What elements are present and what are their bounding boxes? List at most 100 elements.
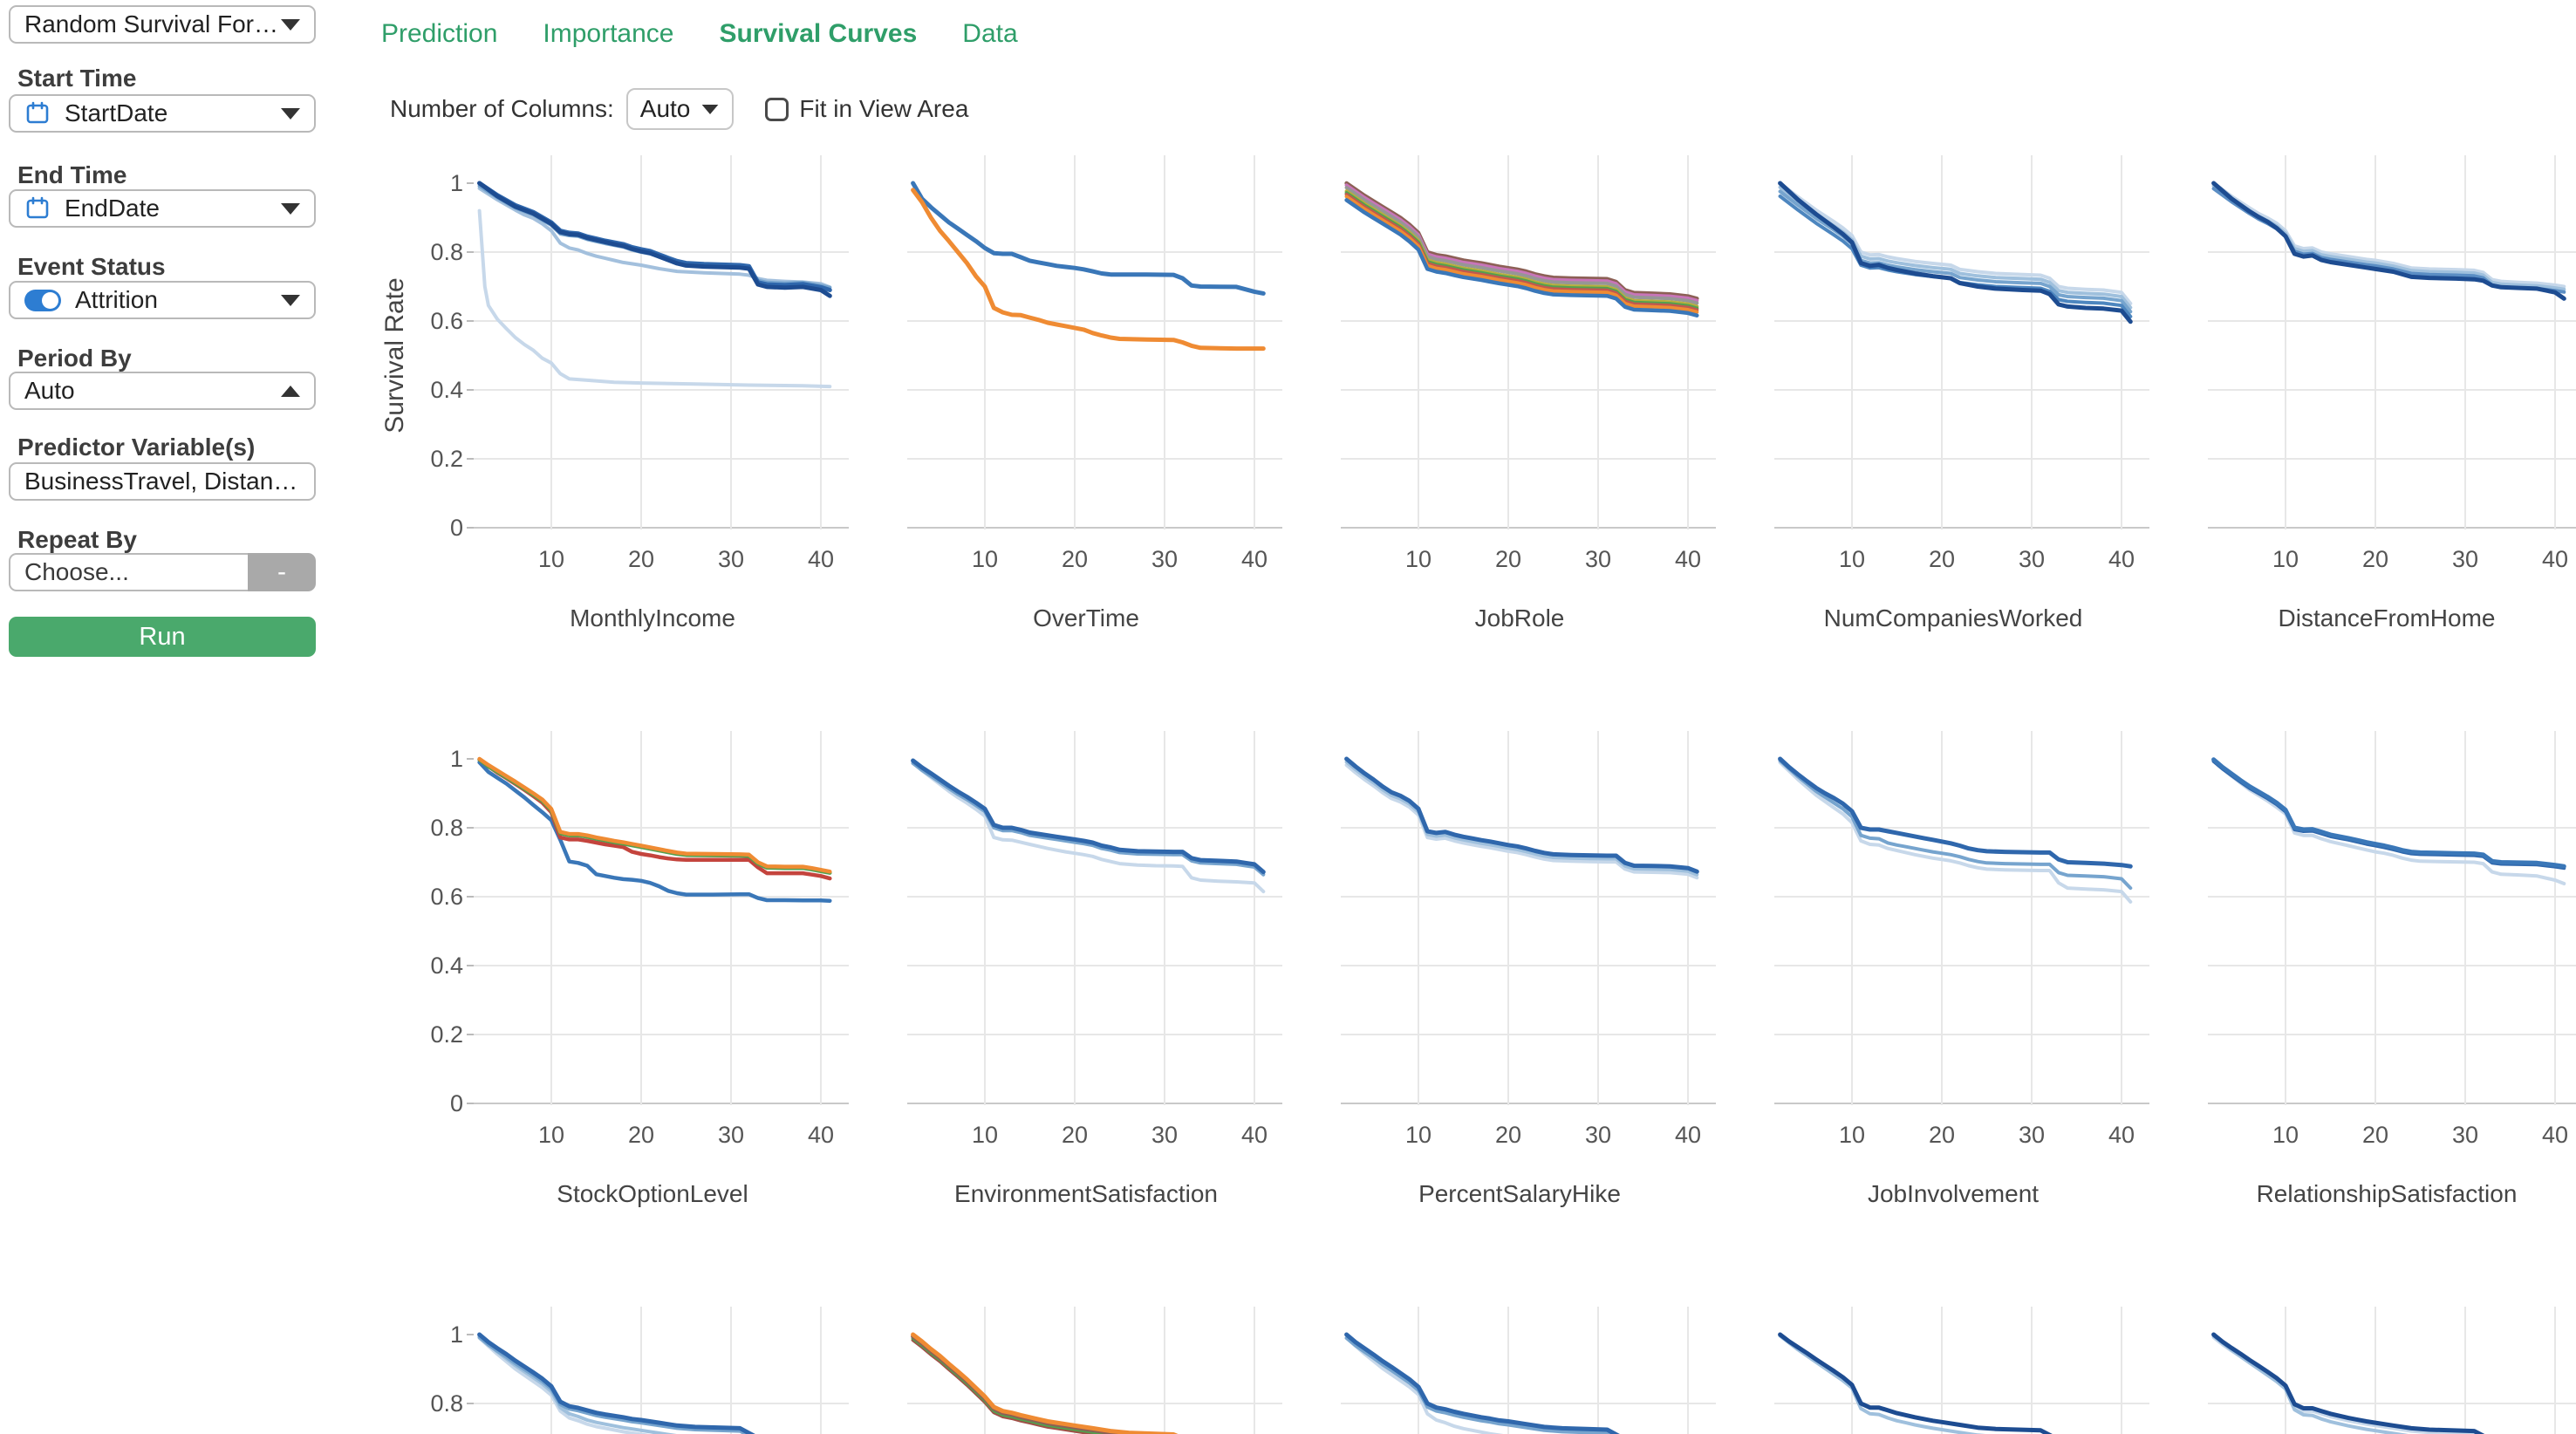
svg-text:40: 40 bbox=[1675, 546, 1701, 572]
sidebar: Random Survival Forest Start Time StartD… bbox=[0, 0, 331, 1434]
series-j-mid bbox=[1778, 759, 2133, 891]
series-j-light bbox=[1778, 761, 2133, 904]
end-time-label: End Time bbox=[17, 161, 127, 188]
chart-title: OverTime bbox=[1033, 604, 1139, 632]
svg-text:30: 30 bbox=[718, 1122, 744, 1148]
series-e-dark bbox=[911, 758, 1266, 875]
end-time-value: EndDate bbox=[65, 195, 160, 222]
svg-text:30: 30 bbox=[2019, 1122, 2045, 1148]
svg-text:0.6: 0.6 bbox=[430, 884, 463, 910]
svg-text:30: 30 bbox=[2019, 546, 2045, 572]
number-of-columns-value: Auto bbox=[639, 95, 691, 122]
svg-text:40: 40 bbox=[808, 1122, 834, 1148]
chart-title: StockOptionLevel bbox=[557, 1180, 748, 1207]
series-e-mid bbox=[911, 761, 1266, 877]
chevron-up-icon bbox=[281, 385, 300, 397]
tab-importance[interactable]: Importance bbox=[543, 19, 674, 48]
svg-text:40: 40 bbox=[1675, 1122, 1701, 1148]
chart-title: PercentSalaryHike bbox=[1418, 1180, 1621, 1207]
series-No bbox=[911, 181, 1266, 296]
series-o-brown bbox=[911, 1334, 1174, 1434]
event-status-label: Event Status bbox=[17, 253, 166, 280]
series-c-l bbox=[1344, 1336, 1504, 1434]
predictor-value: BusinessTravel, DistanceFr… bbox=[24, 468, 300, 495]
period-by-select[interactable]: Auto bbox=[9, 372, 316, 410]
chart-OverTime: 10 20 30 40 OverTime bbox=[907, 155, 1282, 632]
model-select[interactable]: Random Survival Forest bbox=[9, 5, 316, 44]
chart-title: EnvironmentSatisfaction bbox=[954, 1180, 1218, 1207]
svg-text:20: 20 bbox=[1495, 1122, 1521, 1148]
tab-survival-curves[interactable]: Survival Curves bbox=[719, 19, 918, 48]
predictor-input[interactable]: BusinessTravel, DistanceFr… bbox=[9, 462, 316, 501]
series-q1 bbox=[477, 208, 832, 389]
svg-text:40: 40 bbox=[1241, 1122, 1268, 1148]
chart-PercentSalaryHike: 10 20 30 40 PercentSalaryHike bbox=[1341, 731, 1716, 1207]
series-b-l2 bbox=[477, 1336, 650, 1434]
start-time-label: Start Time bbox=[17, 65, 137, 92]
svg-text:30: 30 bbox=[1151, 1122, 1178, 1148]
repeat-by-input[interactable]: Choose... bbox=[9, 553, 248, 591]
repeat-by-placeholder: Choose... bbox=[24, 558, 129, 585]
chart-title: MonthlyIncome bbox=[570, 604, 735, 632]
svg-text:0.6: 0.6 bbox=[430, 308, 463, 334]
series-g4 bbox=[1778, 195, 2133, 318]
series-role5 bbox=[1344, 191, 1699, 311]
tab-prediction[interactable]: Prediction bbox=[381, 19, 498, 48]
chevron-down-icon bbox=[281, 107, 300, 120]
svg-text:20: 20 bbox=[1929, 1122, 1955, 1148]
svg-text:0.8: 0.8 bbox=[430, 1390, 463, 1417]
svg-text:10: 10 bbox=[1839, 546, 1865, 572]
svg-text:0.4: 0.4 bbox=[430, 377, 463, 403]
series-role8 bbox=[1344, 198, 1699, 318]
svg-text:10: 10 bbox=[1405, 1122, 1431, 1148]
fit-in-view-checkbox[interactable] bbox=[765, 97, 789, 121]
series-n-l bbox=[1778, 1334, 1986, 1434]
series-role3 bbox=[1344, 186, 1699, 305]
svg-text:0: 0 bbox=[450, 515, 463, 541]
svg-text:40: 40 bbox=[2542, 546, 2568, 572]
end-time-select[interactable]: EndDate bbox=[9, 189, 316, 228]
chart-MonthlyIncome: 1 0.8 0.6 0.4 0.2 0 10 20 30 40 MonthlyIncome Survi… bbox=[380, 155, 849, 632]
svg-text:20: 20 bbox=[628, 1122, 654, 1148]
svg-text:1: 1 bbox=[450, 746, 463, 772]
svg-text:20: 20 bbox=[1062, 546, 1088, 572]
svg-text:40: 40 bbox=[2542, 1122, 2568, 1148]
repeat-by-remove-button[interactable]: - bbox=[248, 553, 316, 591]
svg-text:30: 30 bbox=[2452, 1122, 2478, 1148]
run-button[interactable]: Run bbox=[9, 617, 316, 657]
svg-text:1: 1 bbox=[450, 1321, 463, 1348]
series-lvl0-blue bbox=[477, 760, 832, 903]
series-role6 bbox=[1344, 193, 1699, 312]
event-status-select[interactable]: Attrition bbox=[9, 281, 316, 319]
svg-text:20: 20 bbox=[1495, 546, 1521, 572]
calendar-icon bbox=[24, 100, 51, 126]
series-q5 bbox=[477, 181, 832, 298]
repeat-by-label: Repeat By bbox=[17, 526, 137, 553]
svg-text:30: 30 bbox=[1151, 546, 1178, 572]
svg-text:20: 20 bbox=[2362, 546, 2388, 572]
svg-text:20: 20 bbox=[1062, 1122, 1088, 1148]
series-q2 bbox=[477, 186, 832, 290]
svg-text:10: 10 bbox=[538, 546, 564, 572]
chart-title: JobRole bbox=[1475, 604, 1565, 632]
svg-text:10: 10 bbox=[972, 546, 998, 572]
chart-title: JobInvolvement bbox=[1868, 1180, 2039, 1207]
calendar-icon bbox=[24, 195, 51, 222]
svg-text:30: 30 bbox=[718, 546, 744, 572]
chart-title: NumCompaniesWorked bbox=[1824, 604, 2083, 632]
series-r-light bbox=[2211, 759, 2566, 885]
predictor-label: Predictor Variable(s) bbox=[17, 434, 256, 461]
svg-text:0.2: 0.2 bbox=[430, 1021, 463, 1048]
chart-title: RelationshipSatisfaction bbox=[2257, 1180, 2518, 1207]
start-time-select[interactable]: StartDate bbox=[9, 94, 316, 133]
series-p-dark bbox=[1344, 756, 1699, 874]
series-o-green bbox=[911, 1336, 1121, 1434]
series-g1 bbox=[1778, 181, 2133, 305]
number-of-columns-select[interactable]: Auto bbox=[625, 88, 735, 130]
series-lvl-orange bbox=[477, 756, 832, 874]
series-m-d bbox=[2211, 1332, 2485, 1434]
tab-data[interactable]: Data bbox=[962, 19, 1018, 48]
